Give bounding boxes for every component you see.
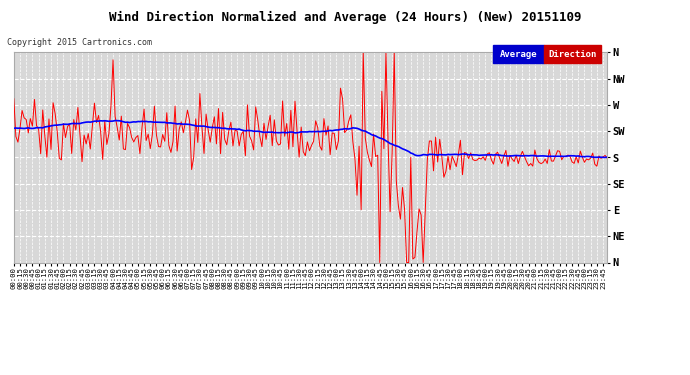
Text: Average: Average bbox=[500, 50, 538, 59]
Text: Wind Direction Normalized and Average (24 Hours) (New) 20151109: Wind Direction Normalized and Average (2… bbox=[109, 11, 581, 24]
Text: Direction: Direction bbox=[548, 50, 597, 59]
Text: Copyright 2015 Cartronics.com: Copyright 2015 Cartronics.com bbox=[7, 38, 152, 47]
